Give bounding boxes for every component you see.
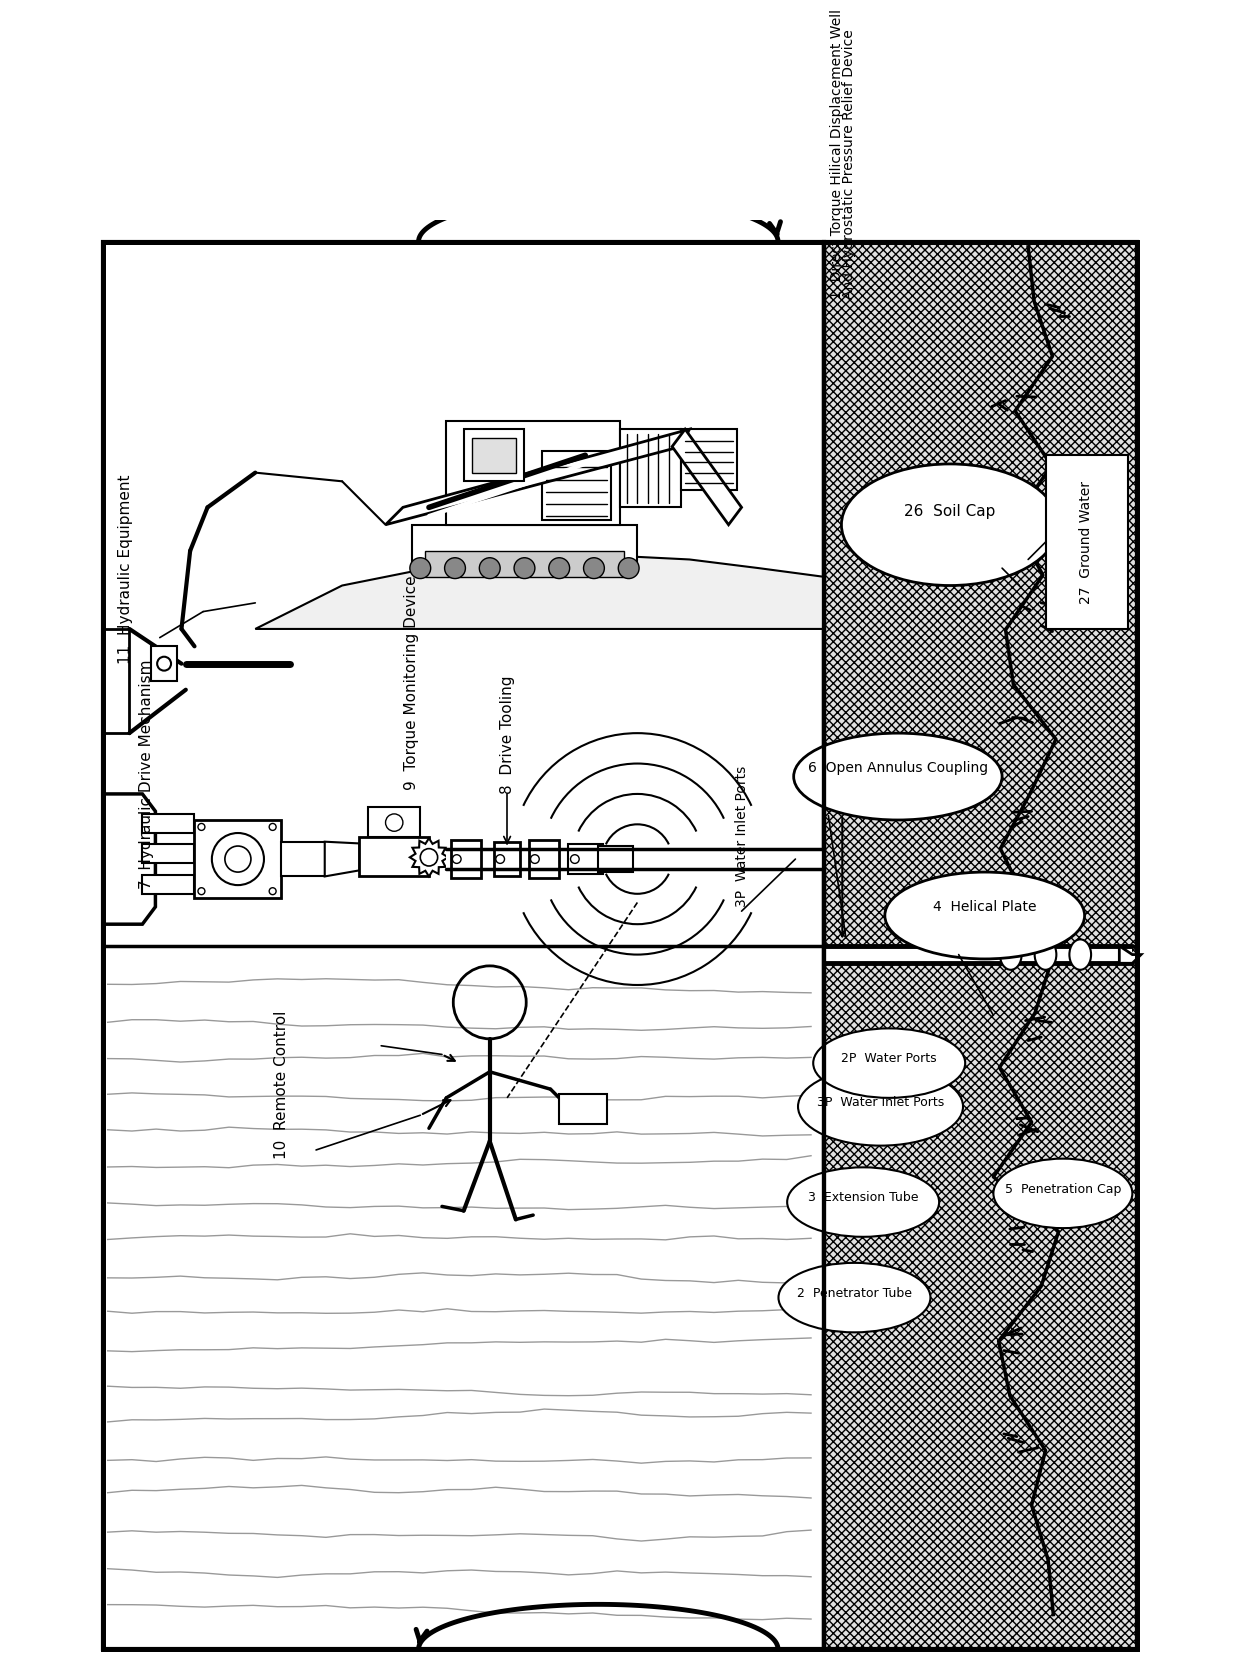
- Text: 1  Direct Torque Hilical Displacement Well: 1 Direct Torque Hilical Displacement Wel…: [830, 8, 844, 299]
- Bar: [825, 242, 1137, 1649]
- Text: 7  Hydraulic Drive Mechanism: 7 Hydraulic Drive Mechanism: [139, 660, 154, 889]
- Ellipse shape: [842, 465, 1059, 585]
- Text: 2P  Water Ports: 2P Water Ports: [842, 1053, 937, 1066]
- Ellipse shape: [1069, 939, 1091, 969]
- Circle shape: [549, 558, 569, 578]
- Bar: [424, 551, 625, 576]
- Ellipse shape: [885, 872, 1085, 959]
- Text: 27  Ground Water: 27 Ground Water: [1079, 481, 1094, 603]
- Bar: [598, 846, 634, 872]
- Bar: [143, 814, 195, 834]
- Bar: [195, 820, 281, 897]
- Text: 6  Open Annulus Coupling: 6 Open Annulus Coupling: [807, 760, 988, 775]
- Text: 3  Extension Tube: 3 Extension Tube: [808, 1191, 919, 1205]
- Bar: [143, 844, 195, 864]
- Ellipse shape: [999, 939, 1022, 969]
- Ellipse shape: [1034, 939, 1056, 969]
- Ellipse shape: [794, 734, 1002, 820]
- Text: 8  Drive Tooling: 8 Drive Tooling: [500, 675, 515, 794]
- Bar: [568, 844, 603, 874]
- Bar: [464, 429, 525, 481]
- Text: 11  Hydraulic Equipment: 11 Hydraulic Equipment: [118, 475, 133, 663]
- Bar: [412, 525, 637, 568]
- Polygon shape: [386, 429, 689, 525]
- Circle shape: [515, 558, 534, 578]
- Bar: [472, 438, 516, 473]
- Bar: [103, 628, 129, 734]
- Bar: [528, 841, 559, 879]
- Bar: [446, 421, 620, 525]
- Bar: [559, 1093, 606, 1125]
- Text: 4  Helical Plate: 4 Helical Plate: [932, 899, 1037, 914]
- Polygon shape: [1120, 946, 1141, 962]
- Polygon shape: [325, 842, 360, 876]
- Ellipse shape: [787, 1168, 939, 1237]
- Bar: [1045, 455, 1128, 628]
- Circle shape: [410, 558, 430, 578]
- Bar: [368, 807, 420, 837]
- Bar: [143, 874, 195, 894]
- Polygon shape: [672, 429, 742, 525]
- Ellipse shape: [813, 1028, 965, 1098]
- Text: And Hydrostatic Pressure Relief Device: And Hydrostatic Pressure Relief Device: [842, 28, 857, 299]
- Circle shape: [445, 558, 465, 578]
- Circle shape: [584, 558, 604, 578]
- Text: 3P  Water Inlet Ports: 3P Water Inlet Ports: [817, 1096, 944, 1108]
- Polygon shape: [103, 794, 155, 924]
- Circle shape: [480, 558, 500, 578]
- Text: 3P  Water Inlet Ports: 3P Water Inlet Ports: [734, 765, 749, 907]
- Text: 5  Penetration Cap: 5 Penetration Cap: [1004, 1183, 1121, 1195]
- Ellipse shape: [993, 1158, 1132, 1228]
- Text: 9  Torque Monitoring Device: 9 Torque Monitoring Device: [404, 575, 419, 790]
- Text: 2  Penetrator Tube: 2 Penetrator Tube: [797, 1287, 911, 1300]
- Bar: [620, 429, 681, 508]
- Bar: [494, 842, 520, 876]
- Text: 26  Soil Cap: 26 Soil Cap: [904, 505, 996, 520]
- Bar: [281, 842, 325, 876]
- Bar: [825, 946, 1132, 962]
- Ellipse shape: [799, 1068, 963, 1146]
- Text: 10  Remote Control: 10 Remote Control: [274, 1011, 289, 1158]
- Bar: [103, 242, 825, 1649]
- Bar: [681, 429, 738, 490]
- Bar: [360, 837, 429, 876]
- Bar: [542, 451, 611, 520]
- Bar: [450, 841, 481, 879]
- Polygon shape: [410, 839, 448, 876]
- Circle shape: [619, 558, 639, 578]
- Ellipse shape: [779, 1263, 930, 1332]
- Bar: [446, 849, 825, 869]
- Polygon shape: [255, 555, 825, 628]
- Bar: [151, 647, 177, 682]
